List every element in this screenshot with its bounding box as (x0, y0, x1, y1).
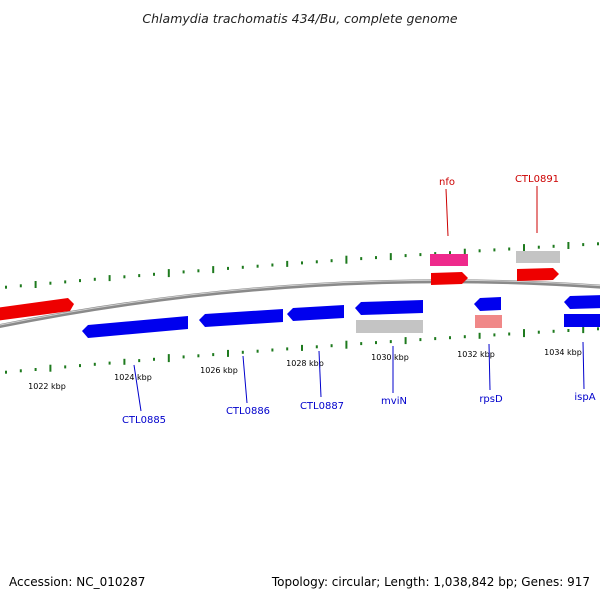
gc-content-track-inner (5, 326, 599, 374)
gene-block-gray-mvin[interactable] (356, 320, 423, 333)
scale-label: 1022 kbp (28, 382, 66, 391)
gene-block-pink-rpsd[interactable] (475, 315, 502, 328)
genome-backbone (0, 279, 600, 329)
gene-arrow-rpsd[interactable] (474, 297, 501, 311)
gene-arrow-ctl0886[interactable] (199, 309, 283, 327)
gene-label-nfo[interactable]: nfo (439, 177, 455, 188)
gene-label-ctl0891[interactable]: CTL0891 (515, 174, 559, 185)
gene-arrow-ispa[interactable] (564, 295, 600, 309)
gene-block-pink-nfo[interactable] (430, 254, 468, 266)
genome-summary-text: Topology: circular; Length: 1,038,842 bp… (271, 575, 590, 589)
gene-arrow-ctl0885[interactable] (82, 316, 188, 338)
gene-arrow-ctl0887[interactable] (287, 305, 344, 321)
gene-label-ctl0887[interactable]: CTL0887 (300, 401, 344, 412)
scale-label: 1030 kbp (371, 353, 409, 362)
gene-arrow-forward[interactable] (0, 298, 74, 321)
gene-arrow-forward-ctl0891[interactable] (517, 268, 559, 281)
map-title: Chlamydia trachomatis 434/Bu, complete g… (142, 11, 457, 26)
scale-label: 1024 kbp (114, 373, 152, 382)
scale-labels: 1022 kbp 1024 kbp 1026 kbp 1028 kbp 1030… (28, 348, 582, 391)
scale-label: 1026 kbp (200, 366, 238, 375)
gene-label-ctl0886[interactable]: CTL0886 (226, 406, 270, 417)
gene-labels: nfo CTL0891 CTL0885 CTL0886 CTL0887 mviN… (122, 174, 596, 426)
gene-arrow-forward-nfo[interactable] (431, 272, 468, 285)
gene-block-gray-ctl0891[interactable] (516, 251, 560, 263)
gene-block-blue-ispa[interactable] (564, 314, 600, 327)
accession-text: Accession: NC_010287 (9, 575, 145, 589)
leader-nfo (445, 188, 449, 237)
genome-backbone-highlight (0, 279, 600, 326)
gene-label-leaders (133, 186, 585, 412)
gene-label-ctl0885[interactable]: CTL0885 (122, 415, 166, 426)
leader-ispa (582, 341, 585, 390)
forward-strand-genes (0, 251, 560, 321)
gene-label-ispa[interactable]: ispA (574, 392, 595, 403)
scale-label: 1028 kbp (286, 359, 324, 368)
leader-ctl0887 (318, 350, 322, 398)
leader-ctl0886 (242, 355, 248, 404)
gc-content-track-outer (5, 242, 599, 289)
leader-rpsd (488, 343, 491, 391)
gene-label-rpsd[interactable]: rpsD (479, 394, 503, 405)
gene-arrow-mvin[interactable] (355, 300, 423, 315)
reverse-strand-genes (82, 295, 600, 338)
scale-label: 1034 kbp (544, 348, 582, 357)
gene-label-mvin[interactable]: mviN (381, 396, 407, 407)
scale-label: 1032 kbp (457, 350, 495, 359)
leader-ctl0885 (133, 364, 142, 412)
